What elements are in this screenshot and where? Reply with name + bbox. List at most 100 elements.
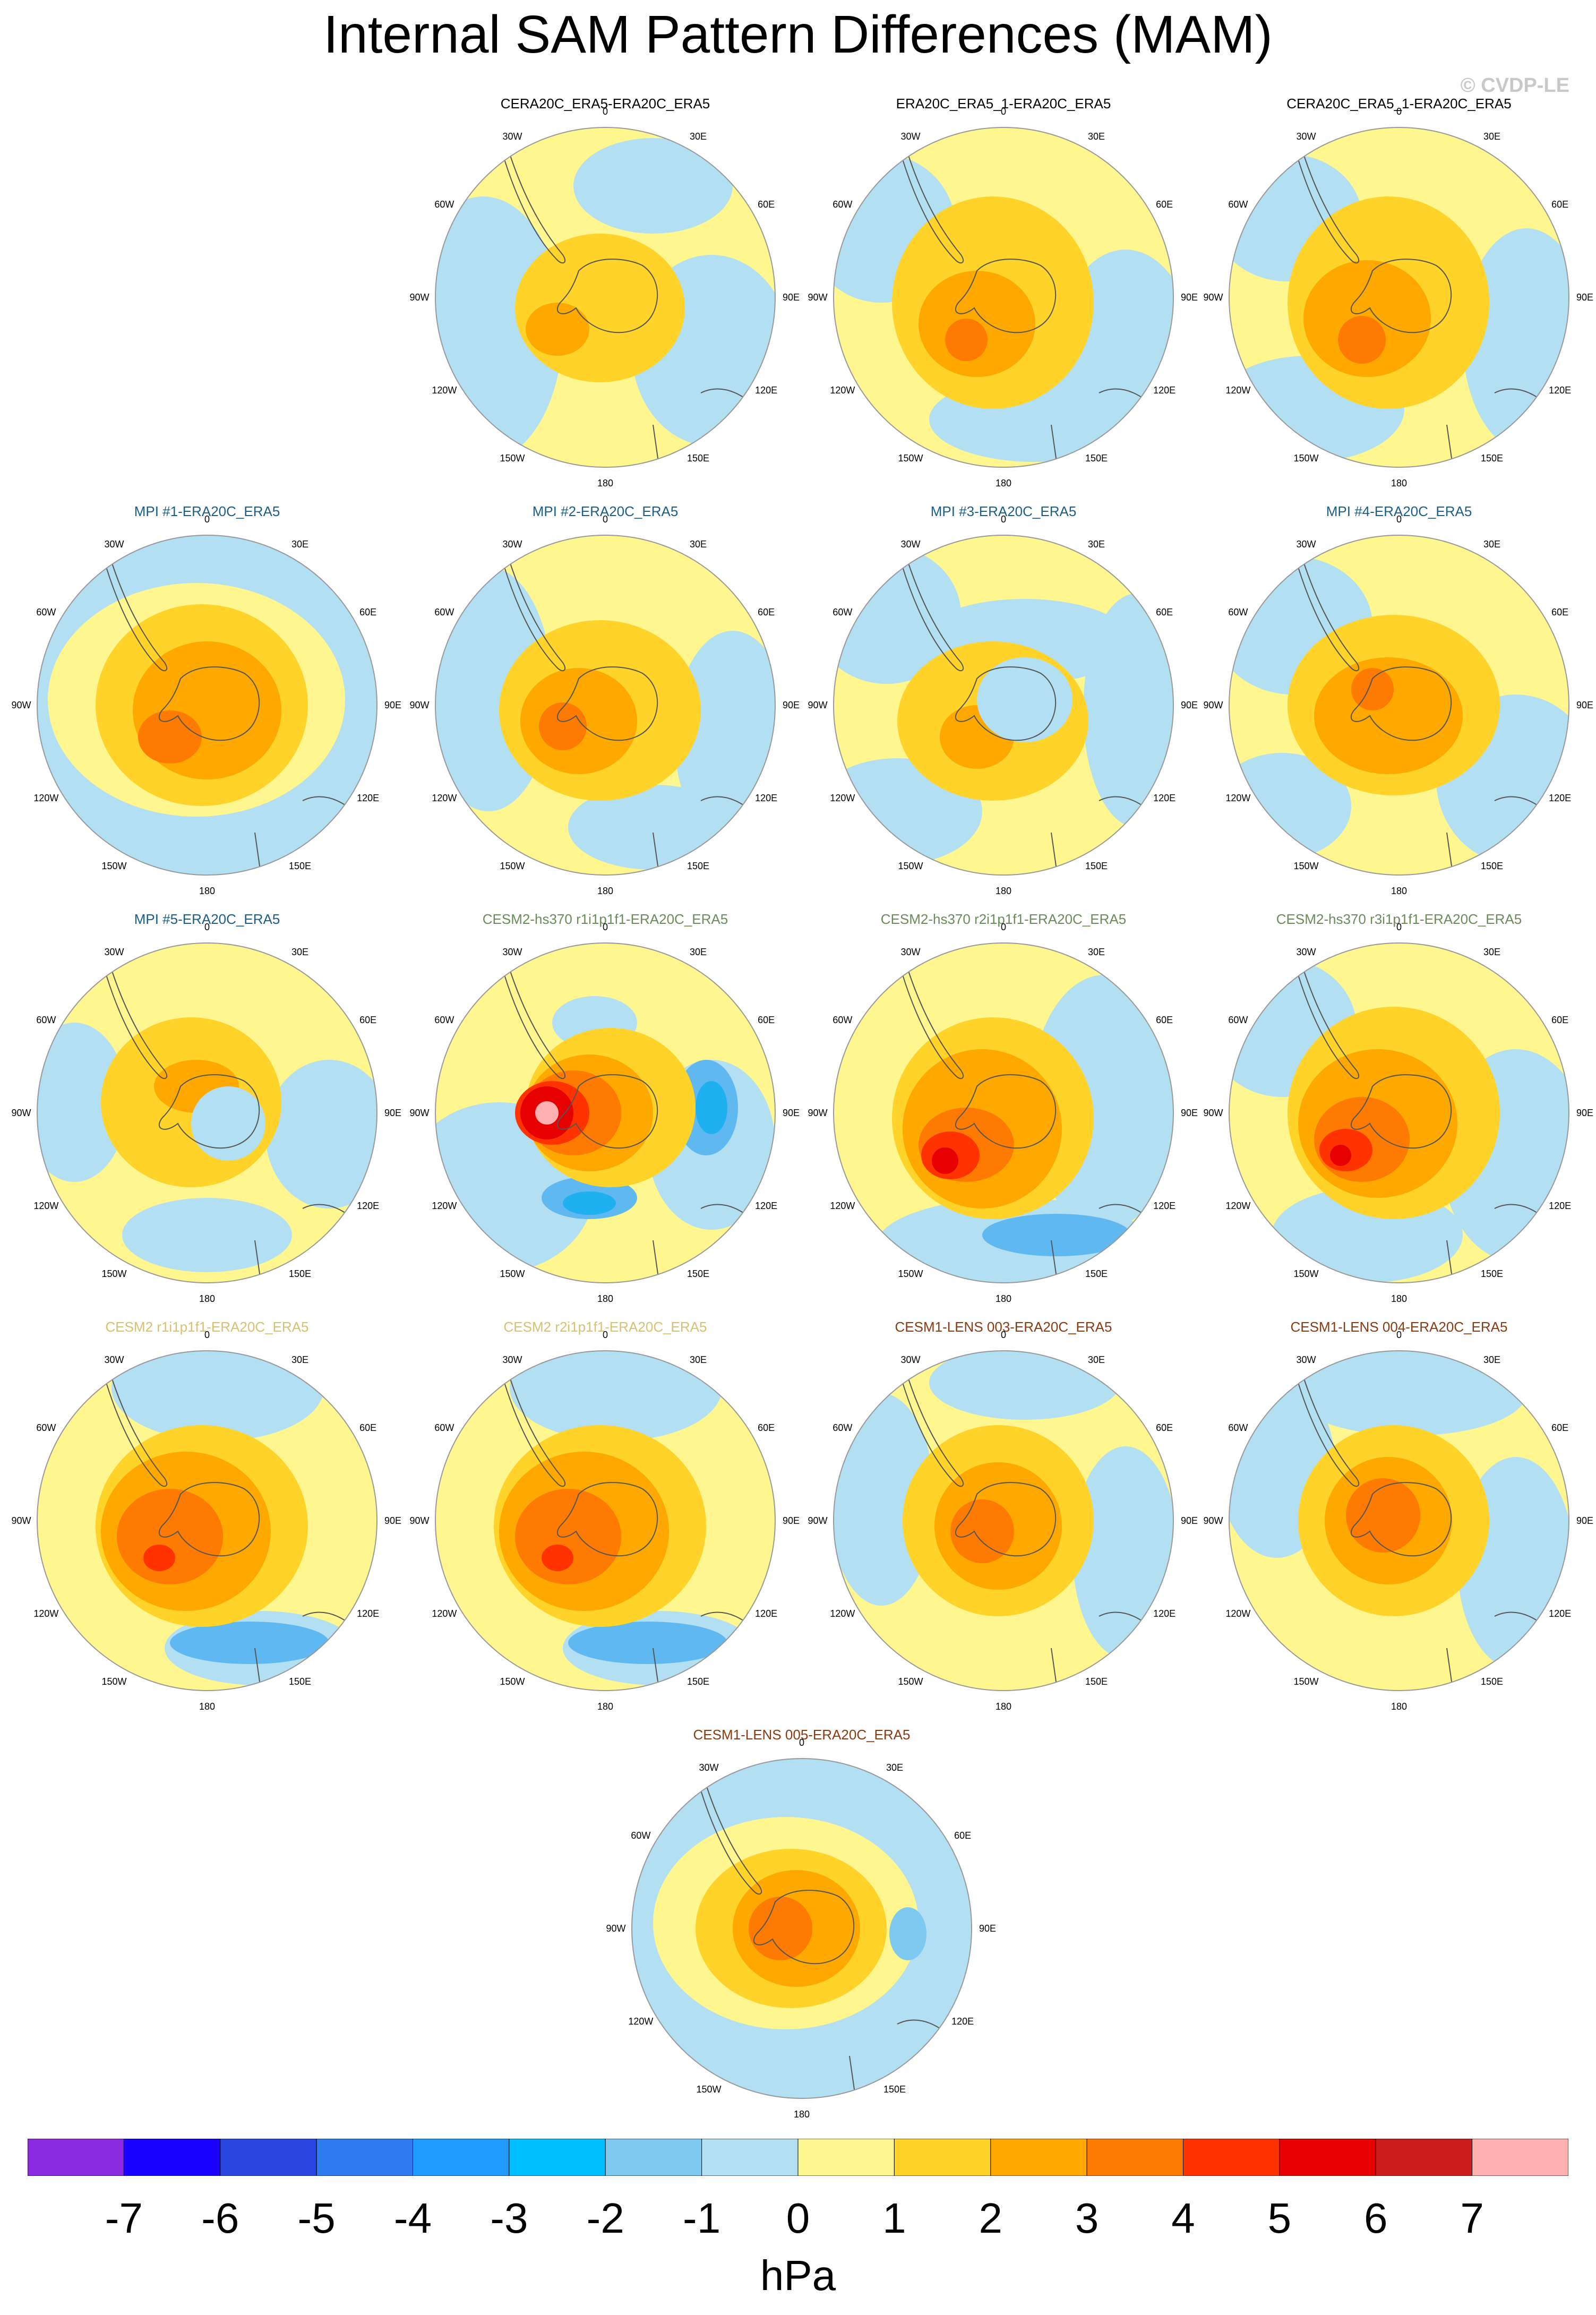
antarctica-coastline	[1350, 1074, 1452, 1149]
longitude-tick-label: 90W	[808, 292, 827, 303]
panel-title: CESM2 r2i1p1f1-ERA20C_ERA5	[503, 1319, 707, 1335]
contour-region	[535, 1101, 559, 1125]
panel-title: CESM1-LENS 004-ERA20C_ERA5	[1290, 1319, 1508, 1335]
map-boundary	[435, 127, 776, 468]
longitude-tick-label: 30E	[1483, 947, 1500, 957]
longitude-tick-label: 0	[603, 514, 608, 525]
longitude-tick-label: 180	[1391, 886, 1407, 896]
longitude-tick-label: 60E	[1551, 199, 1568, 210]
longitude-tick-label: 30E	[690, 131, 707, 142]
longitude-tick-label: 150W	[1293, 1268, 1318, 1279]
contour-region	[982, 1214, 1131, 1256]
contour-region	[170, 1622, 329, 1664]
longitude-tick-label: 90W	[808, 700, 827, 710]
antarctica-coastline	[556, 1482, 658, 1557]
map-boundary	[37, 535, 377, 876]
colorbar-swatch	[1086, 2139, 1183, 2176]
longitude-tick-label: 150W	[1293, 453, 1318, 464]
map-boundary	[1229, 942, 1569, 1283]
longitude-tick-label: 30W	[104, 947, 124, 957]
longitude-tick-label: 90E	[783, 292, 800, 303]
polar-map: 0 30E 60E 90E 120E 150E 180 150W 120W 90W 60W 30W	[409, 1330, 800, 1712]
longitude-tick-label: 90W	[808, 1108, 827, 1118]
colorbar-tick-label: -3	[490, 2194, 528, 2242]
longitude-tick-label: 120E	[1549, 1201, 1571, 1211]
contour-region	[1072, 1446, 1173, 1659]
contour-region	[749, 1897, 812, 1960]
map-panel: CESM2-hs370 r3i1p1f1-ERA20C_ERA5 0 30E 60E 9…	[1197, 911, 1596, 1315]
longitude-tick-label: 90E	[1181, 1515, 1198, 1526]
polar-map: 0 30E 60E 90E 120E 150E 180 150W 120W 90W 60W 30W	[808, 514, 1198, 896]
longitude-tick-label: 60W	[434, 1422, 454, 1433]
south-america-coastline	[700, 1785, 762, 1895]
longitude-tick-label: 60W	[434, 607, 454, 618]
south-america-coastline	[1298, 969, 1360, 1079]
colorbar-tick-label: -7	[105, 2194, 143, 2242]
longitude-tick-label: 0	[603, 106, 608, 117]
longitude-tick-label: 120W	[628, 2016, 653, 2027]
map-panel: CESM2 r2i1p1f1-ERA20C_ERA5 0 30E 60E 90E 120E…	[404, 1319, 807, 1722]
polar-map: 0 30E 60E 90E 120E 150E 180 150W 120W 90W 60W 30W	[1203, 514, 1593, 896]
longitude-tick-label: 30W	[900, 131, 920, 142]
colorbar-tick-label: -2	[586, 2194, 624, 2242]
longitude-tick-label: 120E	[357, 1608, 379, 1619]
longitude-tick-label: 120W	[1225, 1608, 1250, 1619]
longitude-tick-label: 90E	[1576, 292, 1593, 303]
longitude-tick-label: 0	[1396, 106, 1402, 117]
longitude-tick-label: 60E	[359, 1015, 376, 1025]
colorbar-units: hPa	[760, 2252, 836, 2299]
longitude-tick-label: 120E	[1549, 385, 1571, 396]
colorbar-tick-label: 7	[1460, 2194, 1484, 2242]
contour-region	[1346, 1478, 1420, 1553]
longitude-tick-label: 60W	[1228, 199, 1248, 210]
longitude-tick-label: 60W	[1228, 1422, 1248, 1433]
antarctica-coastline	[556, 666, 658, 741]
longitude-tick-label: 180	[199, 1293, 215, 1304]
map-panel: CERA20C_ERA5-ERA20C_ERA5 0 30E 60E 90E 120E 15…	[404, 96, 807, 499]
contour-region	[122, 1198, 292, 1272]
longitude-tick-label: 90W	[11, 700, 31, 710]
contour-region	[191, 1086, 265, 1161]
longitude-tick-label: 90W	[1203, 700, 1223, 710]
colorbar-swatch	[413, 2139, 510, 2176]
contour-region	[1314, 657, 1463, 774]
colorbar-swatch	[316, 2139, 413, 2176]
longitude-tick-label: 60E	[1551, 1015, 1568, 1025]
longitude-tick-label: 30E	[1088, 1354, 1105, 1365]
longitude-tick-label: 150E	[1481, 861, 1503, 871]
longitude-tick-label: 120W	[432, 1608, 457, 1619]
longitude-tick-label: 120E	[755, 1608, 777, 1619]
longitude-tick-label: 30W	[900, 539, 920, 550]
longitude-tick-label: 90E	[384, 1108, 401, 1118]
longitude-tick-label: 180	[199, 1701, 215, 1712]
longitude-tick-label: 60E	[758, 199, 775, 210]
longitude-tick-label: 150W	[500, 1676, 525, 1687]
longitude-tick-label: 90E	[1576, 1108, 1593, 1118]
longitude-tick-label: 150W	[500, 861, 525, 871]
longitude-tick-label: 120W	[432, 385, 457, 396]
longitude-tick-label: 0	[1396, 922, 1402, 932]
polar-map: 0 30E 60E 90E 120E 150E 180 150W 120W 90W 60W 30W	[409, 106, 800, 488]
longitude-tick-label: 90W	[409, 1108, 429, 1118]
antarctica-coastline	[556, 259, 658, 333]
colorbar-tick-label: -4	[393, 2194, 432, 2242]
south-america-coastline	[902, 561, 964, 672]
antarctica-coastline	[158, 1482, 260, 1557]
contour-region	[515, 1489, 621, 1584]
longitude-tick-label: 120E	[1549, 1608, 1571, 1619]
map-boundary	[833, 127, 1174, 468]
longitude-tick-label: 120E	[1153, 385, 1175, 396]
longitude-tick-label: 120E	[1153, 1201, 1175, 1211]
contour-region	[1330, 1145, 1351, 1166]
colorbar-swatch	[28, 2139, 124, 2176]
longitude-tick-label: 150W	[101, 1676, 126, 1687]
south-america-coastline	[902, 153, 964, 264]
contour-region	[573, 138, 733, 234]
longitude-tick-label: 120E	[1153, 793, 1175, 803]
colorbar-swatch	[509, 2139, 606, 2176]
longitude-tick-label: 30W	[104, 1354, 124, 1365]
longitude-tick-label: 90E	[783, 1108, 800, 1118]
longitude-tick-label: 30E	[1483, 539, 1500, 550]
panel-title: CERA20C_ERA5_1-ERA20C_ERA5	[1286, 96, 1512, 112]
longitude-tick-label: 90W	[606, 1923, 625, 1934]
